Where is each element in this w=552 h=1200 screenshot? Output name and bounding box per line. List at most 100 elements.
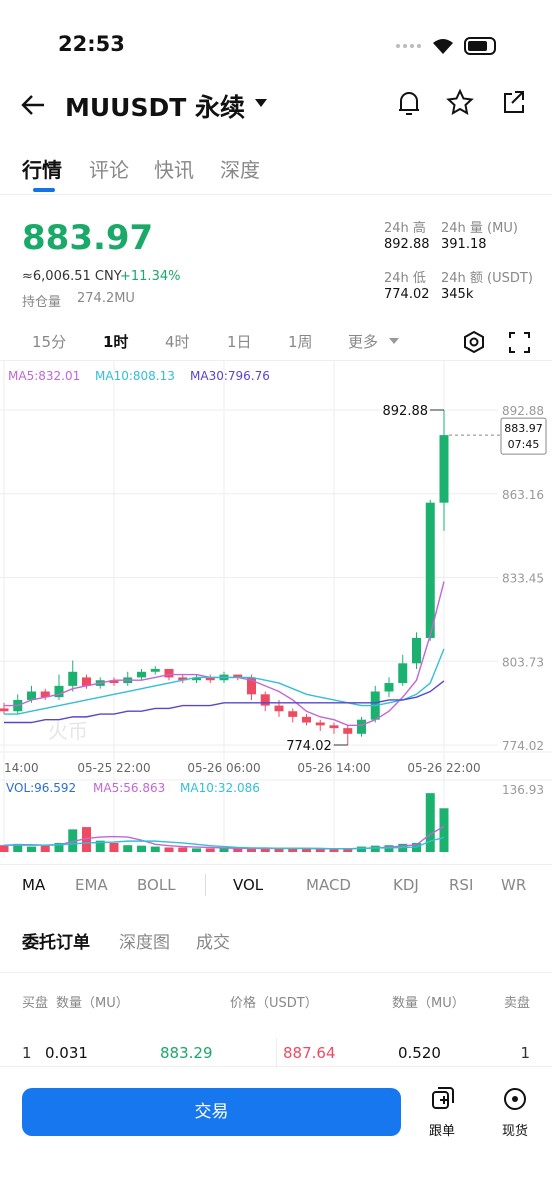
candle-body (109, 680, 119, 684)
book-cell: 1 (22, 1044, 32, 1062)
separator (276, 1038, 277, 1068)
candle-body (343, 728, 353, 734)
candle-body (178, 677, 188, 681)
main-tab[interactable]: 评论 (89, 158, 129, 182)
trade-button[interactable]: 交易 (22, 1088, 401, 1136)
vol-ma-line (4, 836, 445, 850)
candle-body (82, 677, 91, 686)
volume-bar (150, 846, 160, 852)
x-tick-label: 05-26 22:00 (407, 761, 480, 775)
candle-body (27, 691, 36, 700)
volume-bar (219, 848, 229, 852)
order-tab[interactable]: 深度图 (119, 933, 170, 953)
divider (0, 194, 552, 195)
symbol-title[interactable]: MUUSDT 永续 (65, 93, 245, 122)
indicator-tab[interactable]: KDJ (393, 876, 419, 894)
last-price-tag: 883.97 (504, 422, 543, 435)
vol-ma-legend: MA5:56.863 (93, 781, 165, 795)
candle-body (260, 694, 270, 706)
indicator-tab[interactable]: RSI (449, 876, 474, 894)
order-tab[interactable]: 委托订单 (22, 933, 90, 953)
interval-tab[interactable]: 4时 (165, 333, 190, 351)
indicator-tab[interactable]: MA (22, 876, 46, 894)
volume-bar (329, 849, 339, 852)
interval-tab[interactable]: 1时 (103, 333, 129, 351)
dropdown-icon[interactable] (254, 98, 268, 108)
y-tick-label: 892.88 (502, 404, 544, 418)
status-icons (396, 37, 496, 55)
book-header: 数量（MU） (56, 996, 129, 1011)
oi-label: 持仓量 (22, 295, 62, 310)
volume-bar (274, 848, 284, 852)
more-arrow[interactable] (388, 337, 400, 345)
header-icons[interactable] (394, 88, 534, 118)
change-percent: +11.34% (120, 269, 181, 284)
vol-tick-label: 136.93 (502, 783, 544, 797)
book-header: 卖盘 (503, 996, 530, 1011)
book-cell: 883.29 (160, 1044, 213, 1062)
interval-tab[interactable]: 1日 (227, 333, 252, 351)
vol-legend: VOL:96.592 (6, 781, 76, 795)
spot[interactable]: 现货 (502, 1124, 529, 1139)
volume-bar (54, 842, 64, 852)
indicator-tab[interactable]: EMA (75, 876, 108, 894)
candle-body (398, 663, 408, 684)
back-button[interactable] (18, 90, 48, 120)
volume-bar (109, 842, 119, 852)
watermark: 火币 (48, 719, 88, 743)
stat-label: 24h 额 (USDT) (441, 271, 533, 286)
divider (0, 360, 552, 361)
copy-trade[interactable]: 跟单 (429, 1124, 456, 1139)
stat-value: 774.02 (384, 287, 430, 302)
candle-body (137, 671, 146, 678)
volume-bar (439, 808, 449, 852)
chart-tools[interactable] (462, 330, 532, 354)
indicator-tab[interactable]: BOLL (137, 876, 176, 894)
book-cell: 0.520 (398, 1044, 441, 1062)
volume-bar (357, 846, 366, 852)
interval-tab[interactable]: 1周 (288, 333, 313, 351)
candle-body (288, 711, 298, 717)
volume-bar (205, 848, 215, 852)
candle-body (329, 725, 339, 729)
volume-bar (13, 843, 23, 852)
volume-bar (164, 847, 174, 852)
oi-value: 274.2MU (77, 291, 135, 306)
order-tab[interactable]: 成交 (196, 933, 230, 953)
volume-bar (315, 848, 325, 852)
candle-body (192, 677, 201, 681)
candle-body (233, 674, 243, 678)
stat-label: 24h 高 (384, 221, 426, 236)
last-price-box (500, 417, 547, 455)
stat-value: 892.88 (384, 237, 430, 252)
candle-body (0, 708, 9, 712)
ma-line (4, 680, 445, 724)
high-label: 892.88 (383, 404, 429, 419)
divider (0, 864, 552, 865)
x-tick-label: 05-26 14:00 (297, 761, 370, 775)
footer-icons[interactable] (430, 1086, 530, 1112)
volume-bar (247, 847, 256, 852)
candle-body (357, 719, 366, 734)
volume-bar (288, 848, 298, 852)
ma-legend: MA5:832.01 (8, 369, 80, 383)
separator (205, 874, 206, 896)
indicator-tab[interactable]: MACD (306, 876, 351, 894)
candle-body (439, 435, 449, 503)
volume-bar (68, 829, 78, 852)
x-tick-label: 05-25 22:00 (77, 761, 150, 775)
ma-line (4, 648, 445, 715)
interval-tab[interactable]: 15分 (32, 333, 67, 351)
main-tab[interactable]: 快讯 (154, 158, 194, 182)
indicator-tab[interactable]: VOL (233, 876, 264, 894)
tab-indicator (33, 188, 55, 192)
interval-tab[interactable]: 更多 (348, 333, 379, 351)
candle-body (315, 722, 325, 726)
volume-bar (192, 848, 201, 852)
book-cell: 1 (520, 1044, 530, 1062)
volume-bar (82, 827, 91, 852)
main-tab[interactable]: 行情 (22, 158, 62, 182)
indicator-tab[interactable]: WR (501, 876, 527, 894)
main-tab[interactable]: 深度 (220, 158, 260, 182)
